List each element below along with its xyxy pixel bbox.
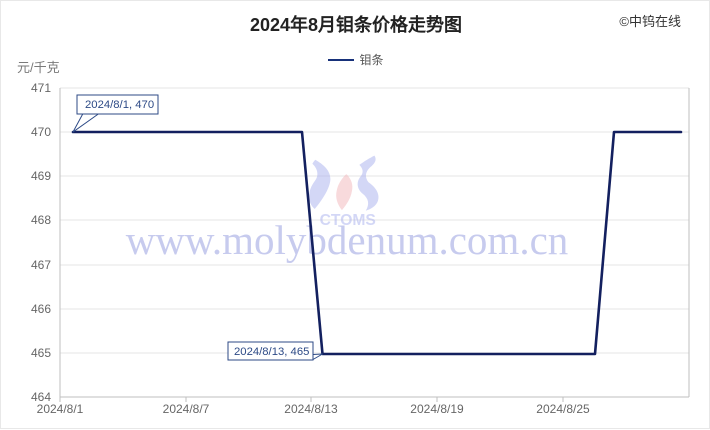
svg-text:470: 470 [31,125,51,139]
svg-text:www.molybdenum.com.cn: www.molybdenum.com.cn [126,217,569,263]
svg-text:467: 467 [31,258,51,272]
svg-text:2024/8/13: 2024/8/13 [284,402,338,416]
svg-text:2024/8/1, 470: 2024/8/1, 470 [85,99,154,111]
svg-text:469: 469 [31,169,51,183]
svg-text:2024/8/13, 465: 2024/8/13, 465 [234,346,309,358]
svg-text:2024/8/1: 2024/8/1 [37,402,84,416]
svg-text:468: 468 [31,213,51,227]
svg-text:2024/8/25: 2024/8/25 [536,402,590,416]
svg-text:2024/8/19: 2024/8/19 [410,402,464,416]
svg-text:471: 471 [31,81,51,95]
svg-text:2024/8/7: 2024/8/7 [163,402,210,416]
svg-text:466: 466 [31,302,51,316]
svg-text:465: 465 [31,346,51,360]
